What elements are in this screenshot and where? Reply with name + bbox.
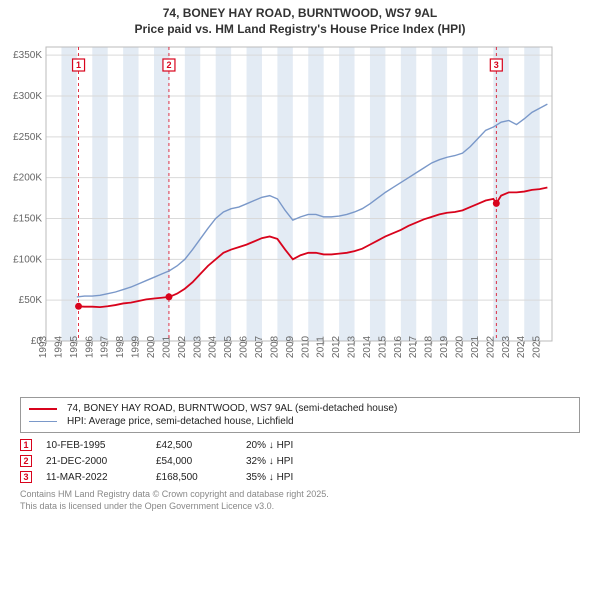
x-tick-label: 2006 (239, 336, 250, 359)
sale-delta: 32% ↓ HPI (246, 456, 346, 467)
y-tick-label: £250K (13, 132, 42, 143)
year-band (123, 47, 138, 341)
year-band (401, 47, 416, 341)
x-tick-label: 2013 (347, 336, 358, 359)
sale-delta: 20% ↓ HPI (246, 440, 346, 451)
y-tick-label: £300K (13, 91, 42, 102)
x-tick-label: 1998 (115, 336, 126, 359)
legend-swatch (29, 408, 57, 410)
sale-row-marker: 3 (20, 471, 32, 483)
x-tick-label: 2008 (269, 336, 280, 359)
sale-row-marker: 1 (20, 439, 32, 451)
x-tick-label: 2007 (254, 336, 265, 359)
x-tick-label: 2003 (192, 336, 203, 359)
sales-table: 1 10-FEB-1995£42,50020% ↓ HPI 2 21-DEC-2000… (20, 437, 580, 485)
x-tick-label: 2024 (516, 336, 527, 359)
x-tick-label: 1996 (84, 336, 95, 359)
sale-marker-number: 1 (76, 60, 81, 70)
sale-row-marker: 2 (20, 455, 32, 467)
x-tick-label: 2014 (362, 336, 373, 359)
footer-line-1: Contains HM Land Registry data © Crown c… (20, 489, 580, 501)
title-line-1: 74, BONEY HAY ROAD, BURNTWOOD, WS7 9AL (0, 6, 600, 22)
legend-swatch (29, 421, 57, 423)
x-tick-label: 1995 (69, 336, 80, 359)
x-tick-label: 2017 (408, 336, 419, 359)
footer-attribution: Contains HM Land Registry data © Crown c… (20, 489, 580, 512)
x-tick-label: 2025 (532, 336, 543, 359)
x-tick-label: 2023 (501, 336, 512, 359)
sale-delta: 35% ↓ HPI (246, 472, 346, 483)
year-band (185, 47, 200, 341)
sale-row: 2 21-DEC-2000£54,00032% ↓ HPI (20, 453, 580, 469)
year-band (432, 47, 447, 341)
year-band (277, 47, 292, 341)
year-band (339, 47, 354, 341)
x-tick-label: 2005 (223, 336, 234, 359)
x-tick-label: 2011 (316, 336, 327, 358)
x-tick-label: 2009 (285, 336, 296, 359)
sale-point (165, 294, 172, 301)
x-tick-label: 2010 (300, 336, 311, 359)
sale-point (75, 303, 82, 310)
sale-date: 21-DEC-2000 (46, 456, 156, 467)
legend: 74, BONEY HAY ROAD, BURNTWOOD, WS7 9AL (… (20, 397, 580, 433)
year-band (463, 47, 478, 341)
sale-row: 1 10-FEB-1995£42,50020% ↓ HPI (20, 437, 580, 453)
x-tick-label: 2001 (161, 336, 172, 359)
y-tick-label: £350K (13, 50, 42, 61)
year-band (524, 47, 539, 341)
x-tick-label: 1994 (53, 336, 64, 359)
x-tick-label: 2021 (470, 336, 481, 359)
sale-marker-number: 2 (166, 60, 171, 70)
x-tick-label: 2000 (146, 336, 157, 359)
x-tick-label: 2019 (439, 336, 450, 359)
sale-marker-number: 3 (494, 60, 499, 70)
footer-line-2: This data is licensed under the Open Gov… (20, 501, 580, 513)
sale-price: £168,500 (156, 472, 246, 483)
year-band (61, 47, 76, 341)
y-tick-label: £100K (13, 255, 42, 266)
x-tick-label: 2016 (393, 336, 404, 359)
year-band (308, 47, 323, 341)
chart-title-block: 74, BONEY HAY ROAD, BURNTWOOD, WS7 9AL P… (0, 0, 600, 41)
x-tick-label: 1997 (100, 336, 111, 359)
legend-row: HPI: Average price, semi-detached house,… (29, 415, 571, 428)
sale-price: £54,000 (156, 456, 246, 467)
legend-label: HPI: Average price, semi-detached house,… (67, 416, 294, 427)
sale-row: 3 11-MAR-2022£168,50035% ↓ HPI (20, 469, 580, 485)
x-tick-label: 2015 (377, 336, 388, 359)
x-tick-label: 2022 (485, 336, 496, 359)
x-tick-label: 1999 (131, 336, 142, 359)
title-line-2: Price paid vs. HM Land Registry's House … (0, 22, 600, 38)
x-tick-label: 2020 (455, 336, 466, 359)
sale-price: £42,500 (156, 440, 246, 451)
x-tick-label: 2002 (177, 336, 188, 359)
legend-label: 74, BONEY HAY ROAD, BURNTWOOD, WS7 9AL (… (67, 403, 397, 414)
y-tick-label: £150K (13, 214, 42, 225)
y-tick-label: £200K (13, 173, 42, 184)
x-tick-label: 2004 (208, 336, 219, 359)
year-band (216, 47, 231, 341)
x-tick-label: 2012 (331, 336, 342, 359)
x-tick-label: 1993 (38, 336, 49, 359)
year-band (247, 47, 262, 341)
sale-date: 10-FEB-1995 (46, 440, 156, 451)
legend-row: 74, BONEY HAY ROAD, BURNTWOOD, WS7 9AL (… (29, 402, 571, 415)
price-chart: £0£50K£100K£150K£200K£250K£300K£350K1993… (0, 41, 560, 391)
x-tick-label: 2018 (424, 336, 435, 359)
y-tick-label: £50K (19, 295, 43, 306)
year-band (92, 47, 107, 341)
sale-point (493, 200, 500, 207)
sale-date: 11-MAR-2022 (46, 472, 156, 483)
